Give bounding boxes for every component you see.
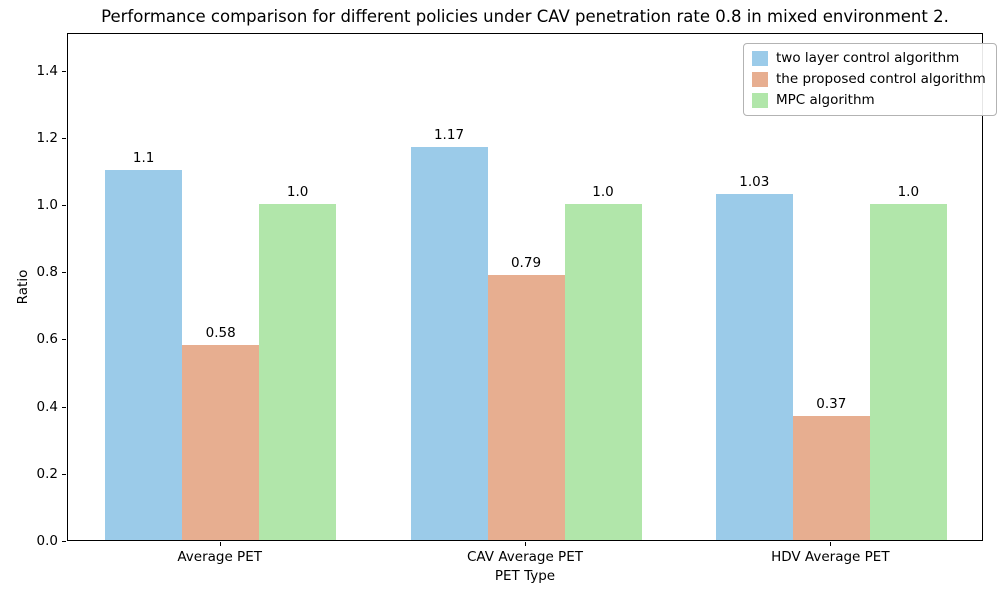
legend-item: two layer control algorithm — [752, 50, 986, 67]
bar-2-group-2 — [487, 274, 565, 540]
y-tick-label: 1.4 — [36, 62, 58, 79]
x-tick-label: Average PET — [177, 549, 262, 565]
bar-value-label: 1.0 — [897, 184, 920, 201]
y-tick-mark — [62, 473, 66, 475]
y-tick-label: 0.8 — [36, 264, 58, 281]
y-tick-mark — [62, 541, 66, 542]
bar-1-group-1 — [105, 170, 183, 540]
x-tick-mark — [830, 542, 832, 546]
bar-3-group-2 — [564, 204, 642, 540]
x-tick-mark — [219, 542, 221, 546]
x-tick-mark — [525, 542, 526, 546]
bar-3-group-1 — [259, 204, 337, 540]
bar-value-label: 1.0 — [592, 184, 614, 201]
y-tick-label: 0.0 — [36, 533, 58, 549]
bar-2-group-3 — [792, 415, 870, 540]
legend-swatch-icon — [752, 72, 768, 87]
x-axis-label: PET Type — [494, 568, 556, 584]
bar-value-label: 0.58 — [205, 325, 236, 342]
legend-item: MPC algorithm — [752, 92, 986, 109]
plot-area: 1.1 0.58 1.0 1.17 0.79 1.0 1.03 0.37 1.0 — [67, 33, 983, 541]
chart-title: Performance comparison for different pol… — [101, 7, 949, 26]
legend-swatch-icon — [752, 93, 768, 108]
y-tick-mark — [62, 205, 66, 207]
bar-value-label: 1.1 — [132, 150, 155, 167]
y-tick-mark — [62, 406, 66, 408]
y-tick-mark — [62, 70, 66, 72]
bar-value-label: 1.17 — [433, 126, 465, 143]
legend-label: the proposed control algorithm — [776, 71, 986, 87]
legend-item: the proposed control algorithm — [752, 71, 986, 88]
bar-value-label: 0.37 — [816, 395, 847, 412]
bar-value-label: 1.0 — [286, 184, 309, 201]
bar-value-label: 1.03 — [739, 173, 770, 190]
y-tick-mark — [62, 339, 66, 341]
bar-1-group-3 — [715, 193, 793, 540]
x-tick-label: HDV Average PET — [771, 549, 890, 565]
bar-value-label: 0.79 — [510, 254, 542, 271]
y-tick-label: 0.6 — [36, 331, 58, 348]
x-tick-label: CAV Average PET — [467, 549, 583, 565]
y-tick-label: 0.2 — [36, 465, 58, 482]
y-tick-mark — [62, 272, 66, 274]
y-tick-mark — [62, 137, 66, 139]
bar-2-group-1 — [182, 345, 260, 540]
bar-3-group-3 — [869, 204, 947, 540]
legend-label: MPC algorithm — [776, 92, 875, 108]
y-tick-label: 1.0 — [36, 197, 58, 214]
y-tick-label: 0.4 — [36, 398, 58, 415]
legend: two layer control algorithm the proposed … — [743, 43, 997, 116]
y-tick-label: 1.2 — [36, 129, 58, 146]
legend-label: two layer control algorithm — [776, 50, 960, 66]
bar-1-group-2 — [410, 146, 488, 540]
legend-swatch-icon — [752, 51, 768, 66]
